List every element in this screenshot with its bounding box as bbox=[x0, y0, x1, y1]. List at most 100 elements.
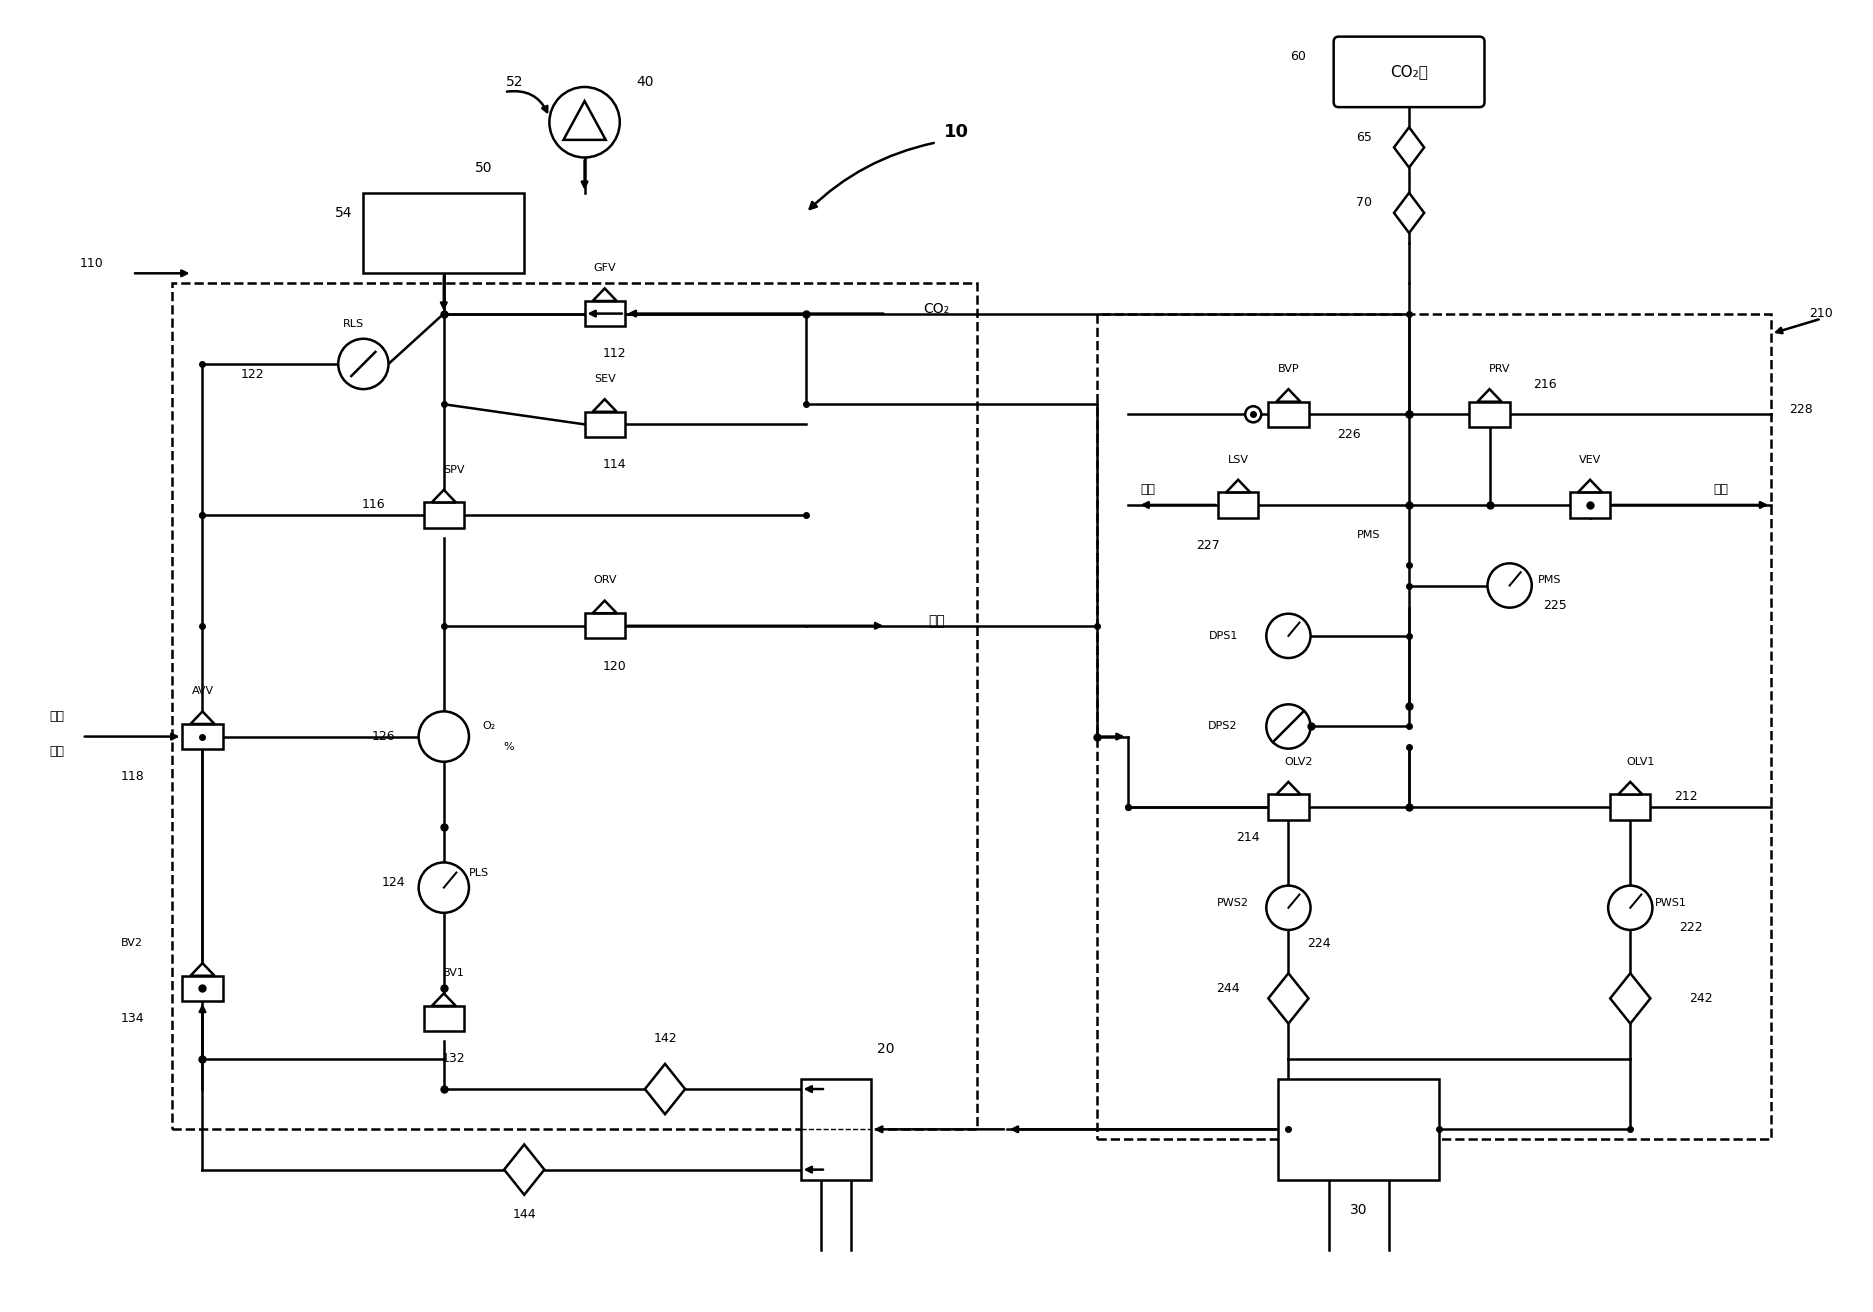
Text: GFV: GFV bbox=[594, 264, 616, 273]
Text: 52: 52 bbox=[506, 75, 523, 89]
Text: 大气: 大气 bbox=[49, 710, 64, 723]
Bar bbox=[1279, 1078, 1438, 1179]
Text: 222: 222 bbox=[1678, 921, 1703, 934]
Bar bbox=[584, 300, 626, 327]
Text: ORV: ORV bbox=[594, 576, 616, 585]
Polygon shape bbox=[1276, 782, 1300, 795]
Text: 大气: 大气 bbox=[1714, 483, 1729, 496]
Text: 132: 132 bbox=[442, 1052, 466, 1065]
Polygon shape bbox=[1394, 127, 1423, 168]
Text: PMS: PMS bbox=[1358, 530, 1380, 541]
Text: 116: 116 bbox=[361, 499, 386, 512]
Circle shape bbox=[549, 87, 620, 157]
Bar bbox=[423, 502, 465, 527]
Bar bbox=[182, 724, 223, 749]
Text: %: % bbox=[504, 741, 515, 752]
Text: CO₂源: CO₂源 bbox=[1390, 64, 1427, 80]
Polygon shape bbox=[191, 711, 215, 724]
Bar bbox=[1268, 401, 1309, 426]
Polygon shape bbox=[1478, 390, 1502, 401]
Text: 120: 120 bbox=[603, 660, 627, 673]
Bar bbox=[584, 412, 626, 437]
Circle shape bbox=[1246, 407, 1261, 422]
Circle shape bbox=[420, 711, 468, 762]
Text: O₂: O₂ bbox=[483, 722, 496, 732]
Text: 134: 134 bbox=[120, 1012, 144, 1025]
Text: PLS: PLS bbox=[468, 867, 489, 878]
Text: 224: 224 bbox=[1307, 937, 1330, 950]
Polygon shape bbox=[1618, 782, 1643, 795]
Text: BV1: BV1 bbox=[442, 968, 465, 979]
Polygon shape bbox=[504, 1144, 545, 1195]
Circle shape bbox=[1487, 563, 1532, 607]
Text: SEV: SEV bbox=[594, 374, 616, 384]
Text: BVP: BVP bbox=[1277, 363, 1300, 374]
Polygon shape bbox=[1227, 480, 1249, 492]
Text: RLS: RLS bbox=[343, 319, 363, 329]
Text: 40: 40 bbox=[637, 75, 654, 89]
Text: 216: 216 bbox=[1532, 378, 1556, 391]
Polygon shape bbox=[644, 1064, 686, 1114]
Circle shape bbox=[420, 862, 468, 913]
Text: PMS: PMS bbox=[1538, 576, 1562, 585]
Bar bbox=[584, 613, 626, 639]
Circle shape bbox=[339, 338, 388, 390]
Text: 124: 124 bbox=[382, 876, 405, 890]
Polygon shape bbox=[1579, 480, 1601, 492]
Polygon shape bbox=[1394, 193, 1423, 234]
Text: 20: 20 bbox=[877, 1042, 895, 1056]
Text: 118: 118 bbox=[120, 770, 144, 783]
Text: 大气: 大气 bbox=[1141, 483, 1156, 496]
Text: 122: 122 bbox=[242, 367, 264, 380]
Text: 228: 228 bbox=[1789, 403, 1813, 416]
Bar bbox=[1217, 492, 1259, 517]
Polygon shape bbox=[592, 601, 616, 613]
Bar bbox=[363, 193, 524, 273]
Text: BV2: BV2 bbox=[122, 938, 142, 949]
Polygon shape bbox=[433, 489, 455, 502]
Polygon shape bbox=[1611, 974, 1650, 1023]
Polygon shape bbox=[592, 399, 616, 412]
Text: 214: 214 bbox=[1236, 830, 1261, 844]
Text: 30: 30 bbox=[1350, 1203, 1367, 1218]
Text: OLV1: OLV1 bbox=[1626, 757, 1654, 766]
Bar bbox=[182, 976, 223, 1001]
Circle shape bbox=[1266, 614, 1311, 659]
Circle shape bbox=[1266, 886, 1311, 930]
Text: 126: 126 bbox=[371, 729, 395, 743]
Bar bbox=[1268, 795, 1309, 820]
Text: DPS1: DPS1 bbox=[1208, 631, 1238, 640]
Text: LSV: LSV bbox=[1227, 455, 1249, 464]
Polygon shape bbox=[564, 101, 605, 140]
Text: 60: 60 bbox=[1290, 50, 1305, 63]
Text: PWS1: PWS1 bbox=[1654, 897, 1686, 908]
Polygon shape bbox=[191, 963, 215, 976]
Bar bbox=[1470, 401, 1510, 426]
Text: 242: 242 bbox=[1689, 992, 1712, 1005]
Text: 112: 112 bbox=[603, 348, 627, 361]
FancyBboxPatch shape bbox=[1334, 37, 1485, 108]
Text: 144: 144 bbox=[513, 1208, 536, 1221]
Text: SPV: SPV bbox=[444, 464, 465, 475]
Text: VEV: VEV bbox=[1579, 455, 1601, 464]
Text: 110: 110 bbox=[81, 257, 103, 270]
Text: 空气: 空气 bbox=[49, 745, 64, 758]
Text: AVV: AVV bbox=[191, 686, 214, 697]
Polygon shape bbox=[1276, 390, 1300, 401]
Text: 70: 70 bbox=[1356, 197, 1371, 210]
Bar bbox=[802, 1078, 871, 1179]
Text: CO₂: CO₂ bbox=[923, 302, 950, 316]
Text: PWS2: PWS2 bbox=[1217, 897, 1249, 908]
Text: 227: 227 bbox=[1197, 539, 1219, 552]
Polygon shape bbox=[1268, 974, 1309, 1023]
Bar bbox=[1611, 795, 1650, 820]
Text: 225: 225 bbox=[1543, 600, 1566, 613]
Text: 244: 244 bbox=[1216, 981, 1240, 994]
Bar bbox=[423, 1006, 465, 1031]
Bar bbox=[1098, 314, 1772, 1139]
Text: PRV: PRV bbox=[1489, 363, 1510, 374]
Circle shape bbox=[1266, 705, 1311, 749]
Polygon shape bbox=[433, 993, 455, 1006]
Text: 212: 212 bbox=[1674, 791, 1697, 803]
Text: DPS2: DPS2 bbox=[1208, 722, 1238, 732]
